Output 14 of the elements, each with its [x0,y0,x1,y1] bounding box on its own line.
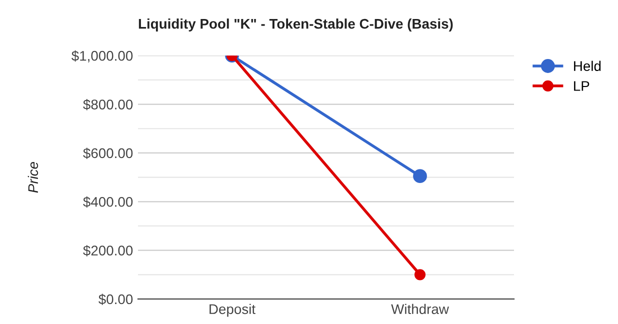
x-tick-label: Withdraw [391,304,449,314]
y-tick-label: $800.00 [83,99,133,110]
point [414,269,426,280]
legend-label: Held [574,60,601,71]
chart-title: Liquidity Pool "K" - Token-Stable C-Dive (Basis) [138,18,453,32]
y-tick-label: $600.00 [83,148,133,159]
y-axis-title: Price [28,162,38,193]
x-tick-label: Deposit [210,304,256,317]
y-tick-label: $0.00 [98,294,133,305]
point [413,169,427,184]
y-tick-label: $400.00 [83,196,133,208]
y-tick-label: $1,000.00 [72,50,133,62]
y-tick-label: $200.00 [83,245,133,256]
legend-label: LP [574,81,590,91]
